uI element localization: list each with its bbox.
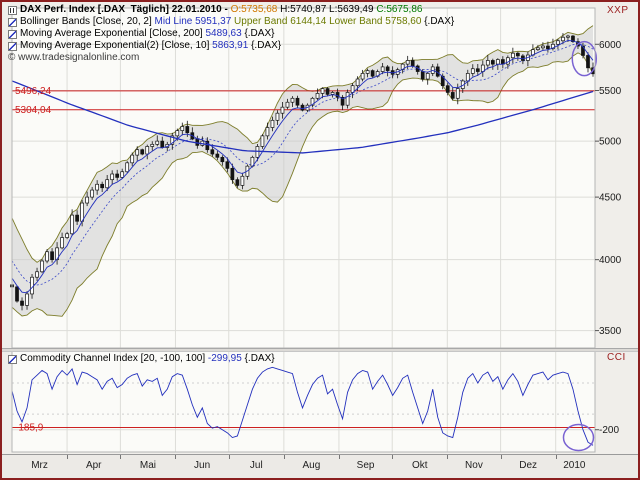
legend-text: © www.tradesignalonline.com <box>8 52 140 63</box>
x-axis-label: Mai <box>139 460 156 471</box>
legend-text: {.DAX} <box>251 40 282 51</box>
legend-copyright: © www.tradesignalonline.com <box>8 52 454 64</box>
ema10-line[interactable] <box>11 40 594 294</box>
legend-text: Mid Line 5951,37 <box>154 16 235 27</box>
price-axis-label: 3500 <box>599 326 622 337</box>
legend-text: Bollinger Bands [Close, 20, 2] <box>20 16 155 27</box>
legend-text: C:5675,86 <box>376 4 423 15</box>
x-axis-label: Dez <box>519 460 538 471</box>
legend-text: Moving Average Exponential [Close, 200] <box>20 28 206 39</box>
time-axis-tick <box>175 455 177 459</box>
time-axis-tick <box>447 455 449 459</box>
main-scale-unit-label: XXP <box>607 5 629 16</box>
panel-splitter[interactable] <box>2 348 638 352</box>
time-axis-tick <box>500 455 502 459</box>
legend-text: DAX Perf. Index [.DAX Täglich] 22.01.201… <box>20 4 231 15</box>
time-axis-tick <box>555 455 557 459</box>
bollinger-upper-line <box>11 25 594 263</box>
x-axis-label: Okt <box>411 460 428 471</box>
legend-ema10[interactable]: Moving Average Exponential(2) [Close, 10… <box>8 40 454 52</box>
x-axis-label: Aug <box>302 460 321 471</box>
bollinger-lower-line <box>11 52 594 317</box>
time-axis-tick <box>338 455 340 459</box>
price-axis-label: 6000 <box>599 40 622 51</box>
legend-bollinger[interactable]: Bollinger Bands [Close, 20, 2] Mid Line … <box>8 16 454 28</box>
annotation-ellipse[interactable] <box>562 423 595 452</box>
x-axis-label: 2010 <box>563 460 586 471</box>
time-axis[interactable]: Mrz Apr Mai Jun Jul Aug Sep Okt Nov Dez 2010 <box>2 454 638 478</box>
time-axis-tick <box>228 455 230 459</box>
legend-text: O:5735,68 <box>230 4 281 15</box>
indicator-icon <box>8 354 17 364</box>
main-legend: DAX Perf. Index [.DAX Täglich] 22.01.201… <box>8 4 454 64</box>
cci-legend: Commodity Channel Index [20, -100, 100] … <box>8 353 275 365</box>
cci-plot-bg <box>12 350 595 452</box>
x-axis-label: Jul <box>249 460 263 471</box>
legend-text: H:5740,87 <box>280 4 330 15</box>
price-axis-label: 4000 <box>599 255 622 266</box>
legend-text: 5489,63 <box>205 28 245 39</box>
annotation-ellipse[interactable] <box>571 40 598 77</box>
legend-ema200[interactable]: Moving Average Exponential [Close, 200] … <box>8 28 454 40</box>
x-axis-label: Nov <box>465 460 483 471</box>
time-axis-tick <box>392 455 394 459</box>
legend-text: {.DAX} <box>244 28 275 39</box>
legend-text: 5863,91 <box>212 40 252 51</box>
time-axis-tick <box>283 455 285 459</box>
legend-text: Lower Band 5758,60 <box>329 16 425 27</box>
indicator-icon <box>8 17 17 27</box>
x-axis-label: Jun <box>194 460 211 471</box>
cci-line-label[interactable]: -185,9 <box>15 423 44 434</box>
x-axis-label: Apr <box>85 460 102 471</box>
x-axis-label: Mrz <box>31 460 48 471</box>
indicator-icon <box>8 41 17 51</box>
legend-text: L:5639,49 <box>329 4 377 15</box>
instrument-icon <box>8 5 17 15</box>
price-line-label[interactable]: 5304,04 <box>15 105 52 116</box>
price-axis-label: 5000 <box>599 137 622 148</box>
legend-text: Moving Average Exponential(2) [Close, 10… <box>20 40 213 51</box>
bollinger-mid-line <box>11 43 594 286</box>
legend-text: -299,95 <box>207 353 245 364</box>
legend-text: Commodity Channel Index [20, -100, 100] <box>20 353 208 364</box>
price-axis-label: 4500 <box>599 193 622 204</box>
legend-instrument[interactable]: DAX Perf. Index [.DAX Täglich] 22.01.201… <box>8 4 454 16</box>
legend-cci[interactable]: Commodity Channel Index [20, -100, 100] … <box>8 353 275 365</box>
price-line-label[interactable]: 5496,24 <box>15 86 52 97</box>
cci-line <box>11 366 594 446</box>
price-axis-label: 5500 <box>599 86 622 97</box>
x-axis-label: Sep <box>356 460 375 471</box>
time-axis-tick <box>67 455 69 459</box>
legend-text: {.DAX} <box>424 16 455 27</box>
legend-text: Upper Band 6144,14 <box>234 16 330 27</box>
legend-text: {.DAX} <box>244 353 275 364</box>
indicator-icon <box>8 29 17 39</box>
cci-axis-label: -200 <box>599 425 619 436</box>
time-axis-tick <box>120 455 122 459</box>
ema200-line[interactable] <box>11 80 594 154</box>
cci-scale-unit-label: CCI <box>607 352 626 363</box>
